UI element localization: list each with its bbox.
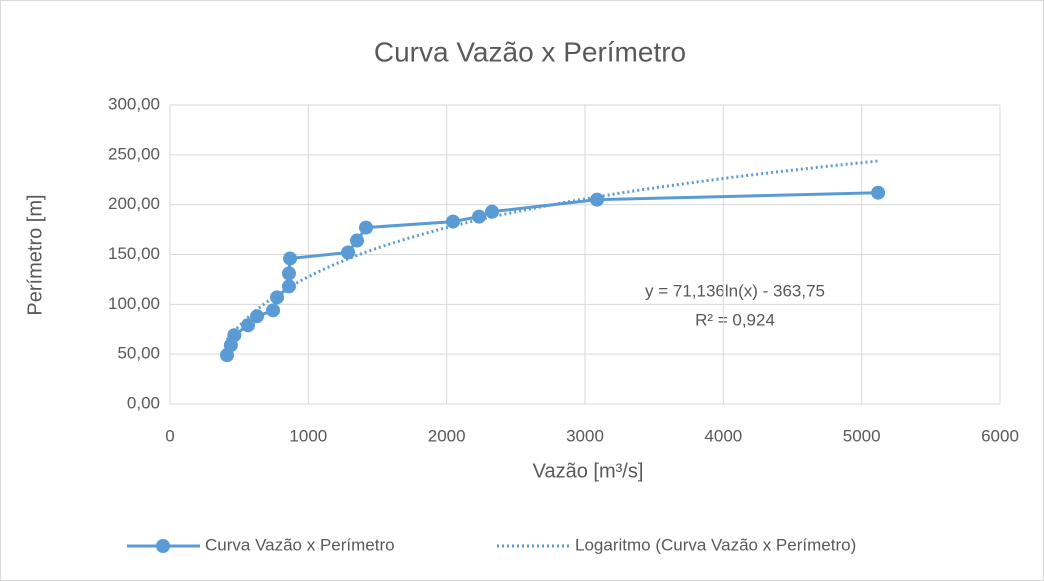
point — [359, 220, 374, 235]
point — [281, 266, 296, 281]
x-tick-label: 4000 — [704, 426, 742, 445]
point — [227, 328, 242, 343]
x-tick-label: 6000 — [981, 426, 1019, 445]
point — [871, 185, 886, 200]
point — [283, 251, 298, 266]
legend-label: Logaritmo (Curva Vazão x Perímetro) — [575, 535, 856, 554]
x-tick-label: 3000 — [566, 426, 604, 445]
point — [250, 309, 265, 324]
trend-r2: R² = 0,924 — [695, 310, 775, 329]
legend-marker — [156, 539, 170, 553]
point — [281, 279, 296, 294]
point — [485, 204, 500, 219]
y-tick-label: 50,00 — [117, 344, 160, 363]
point — [266, 303, 281, 318]
x-tick-label: 2000 — [428, 426, 466, 445]
x-tick-label: 5000 — [843, 426, 881, 445]
point — [472, 209, 487, 224]
chart-title: Curva Vazão x Perímetro — [374, 36, 686, 67]
point — [341, 245, 356, 260]
point — [590, 192, 605, 207]
y-axis-label: Perímetro [m] — [24, 194, 46, 315]
y-tick-label: 250,00 — [108, 144, 160, 163]
trend-equation: y = 71,136ln(x) - 363,75 — [645, 281, 825, 300]
y-tick-label: 100,00 — [108, 294, 160, 313]
x-axis-label: Vazão [m³/s] — [533, 460, 644, 482]
x-tick-label: 1000 — [289, 426, 327, 445]
y-tick-label: 0,00 — [127, 393, 160, 412]
y-tick-label: 200,00 — [108, 194, 160, 213]
point — [446, 214, 461, 229]
point — [270, 290, 285, 305]
x-tick-label: 0 — [165, 426, 174, 445]
legend-label: Curva Vazão x Perímetro — [205, 535, 395, 554]
y-tick-label: 300,00 — [108, 94, 160, 113]
point — [350, 233, 365, 248]
point — [241, 318, 256, 333]
y-tick-label: 150,00 — [108, 244, 160, 263]
